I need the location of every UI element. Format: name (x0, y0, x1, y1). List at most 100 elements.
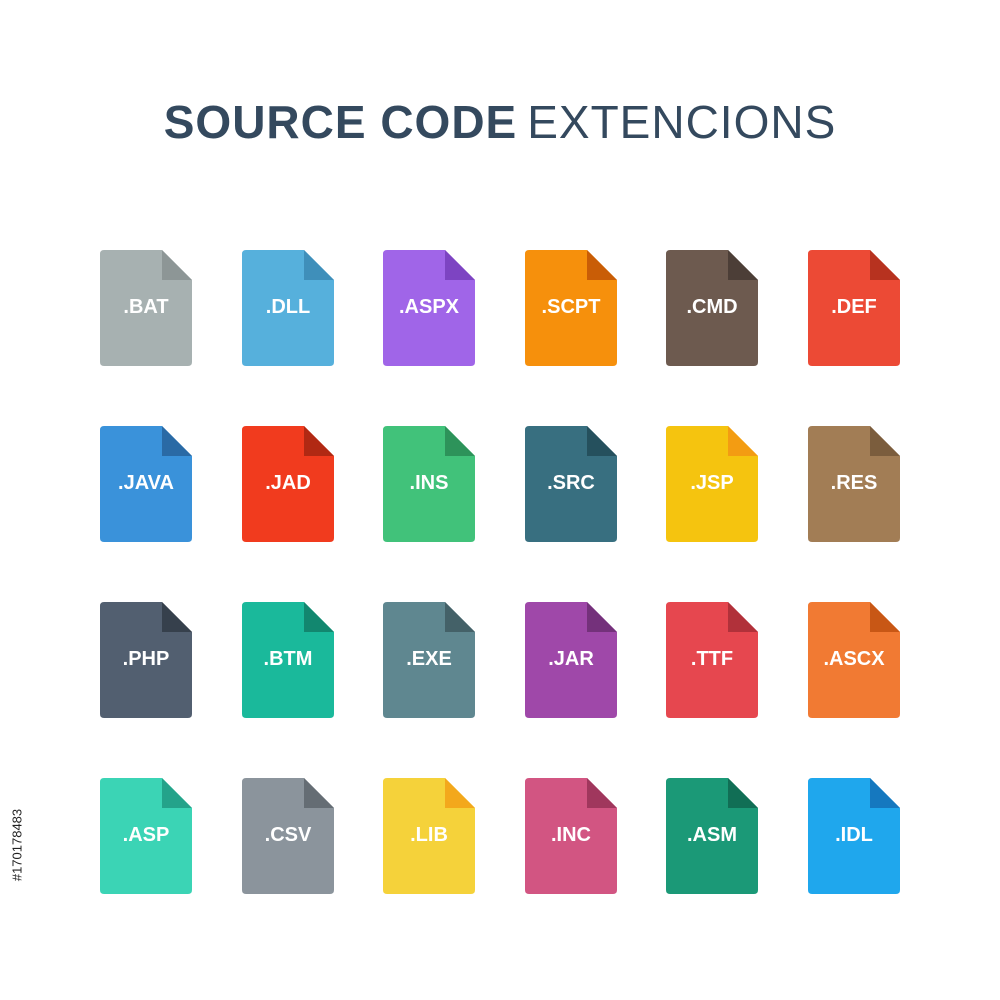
file-extension-label: .ASM (687, 824, 737, 846)
file-extension-label: .DEF (831, 296, 877, 318)
file-extension-label: .LIB (410, 824, 448, 846)
file-extension-label: .INS (409, 472, 449, 494)
file-icon-dll: .DLL (242, 250, 334, 366)
file-corner-fold (587, 426, 617, 456)
file-icon-jad: .JAD (242, 426, 334, 542)
file-corner-fold (728, 250, 758, 280)
file-icon-grid: .BAT .DLL .ASPX .SCPT .CMD .DEF .JAVA .JAD .INS.… (100, 250, 900, 894)
file-corner-fold (728, 778, 758, 808)
file-icon-lib: .LIB (383, 778, 475, 894)
file-icon-asm: .ASM (666, 778, 758, 894)
file-icon (242, 602, 334, 718)
file-extension-label: .RES (830, 472, 878, 494)
file-extension-label: .JSP (690, 472, 734, 494)
file-icon (242, 250, 334, 366)
file-icon-ascx: .ASCX (808, 602, 900, 718)
file-extension-label: .IDL (835, 824, 873, 846)
file-corner-fold (587, 602, 617, 632)
file-corner-fold (304, 426, 334, 456)
file-icon (525, 250, 617, 366)
file-icon-scpt: .SCPT (525, 250, 617, 366)
file-corner-fold (728, 602, 758, 632)
file-icon (383, 250, 475, 366)
file-icon-inc: .INC (525, 778, 617, 894)
file-icon (808, 602, 900, 718)
file-corner-fold (162, 602, 192, 632)
file-extension-label: .ASPX (398, 296, 460, 318)
file-corner-fold (162, 778, 192, 808)
file-icon-bat: .BAT (100, 250, 192, 366)
file-icon-btm: .BTM (242, 602, 334, 718)
file-icon-def: .DEF (808, 250, 900, 366)
file-corner-fold (728, 426, 758, 456)
file-extension-label: .JAR (548, 648, 594, 670)
file-icon (666, 778, 758, 894)
stock-id-label: #170178483 (9, 770, 25, 920)
page-title: SOURCE CODE EXTENCIONS (0, 92, 1000, 152)
file-extension-label: .SCPT (541, 296, 601, 318)
file-icon (525, 602, 617, 718)
file-icon-java: .JAVA (100, 426, 192, 542)
file-icon (100, 250, 192, 366)
file-icon (383, 778, 475, 894)
stock-id-text: #170178483 (9, 808, 25, 882)
file-corner-fold (304, 602, 334, 632)
file-icon-jsp: .JSP (666, 426, 758, 542)
file-extension-label: .ASCX (823, 648, 885, 670)
file-extension-label: .EXE (406, 648, 452, 670)
file-corner-fold (162, 250, 192, 280)
file-corner-fold (304, 250, 334, 280)
title-bold: SOURCE CODE (163, 96, 518, 148)
file-icon (242, 778, 334, 894)
file-icon-jar: .JAR (525, 602, 617, 718)
file-extension-label: .SRC (547, 472, 595, 494)
file-extension-label: .JAD (265, 472, 311, 494)
file-extension-label: .CMD (686, 296, 738, 318)
file-icon-res: .RES (808, 426, 900, 542)
file-icon (100, 602, 192, 718)
file-icon (666, 250, 758, 366)
file-icon (525, 426, 617, 542)
file-corner-fold (445, 602, 475, 632)
file-icon (100, 778, 192, 894)
file-corner-fold (162, 426, 192, 456)
file-corner-fold (870, 426, 900, 456)
file-corner-fold (445, 250, 475, 280)
file-icon (666, 602, 758, 718)
file-icon-ttf: .TTF (666, 602, 758, 718)
file-icon-idl: .IDL (808, 778, 900, 894)
file-icon (808, 778, 900, 894)
file-icon (666, 426, 758, 542)
file-icon (242, 426, 334, 542)
file-corner-fold (304, 778, 334, 808)
file-icon (383, 602, 475, 718)
file-icon-asp: .ASP (100, 778, 192, 894)
file-corner-fold (445, 426, 475, 456)
file-corner-fold (870, 602, 900, 632)
file-corner-fold (587, 250, 617, 280)
file-extension-label: .TTF (690, 648, 734, 670)
file-corner-fold (445, 778, 475, 808)
file-icon (808, 426, 900, 542)
file-extension-label: .DLL (265, 296, 311, 318)
file-corner-fold (587, 778, 617, 808)
file-icon-aspx: .ASPX (383, 250, 475, 366)
file-icon (525, 778, 617, 894)
file-corner-fold (870, 778, 900, 808)
file-icon-csv: .CSV (242, 778, 334, 894)
file-extension-label: .BTM (263, 648, 313, 670)
title-light: EXTENCIONS (527, 96, 837, 148)
file-icon (383, 426, 475, 542)
file-icon-exe: .EXE (383, 602, 475, 718)
file-extension-label: .INC (551, 824, 591, 846)
file-icon (100, 426, 192, 542)
file-extension-label: .PHP (122, 648, 170, 670)
file-icon-cmd: .CMD (666, 250, 758, 366)
file-icon-ins: .INS (383, 426, 475, 542)
file-icon-php: .PHP (100, 602, 192, 718)
file-extension-label: .JAVA (118, 472, 174, 494)
file-extension-label: .BAT (123, 296, 169, 318)
file-corner-fold (870, 250, 900, 280)
file-icon-src: .SRC (525, 426, 617, 542)
file-extension-label: .CSV (264, 824, 312, 846)
